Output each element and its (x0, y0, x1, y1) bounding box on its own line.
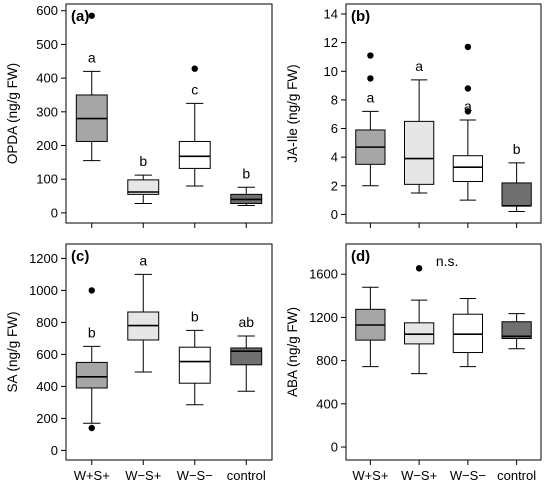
box-W-S- (452, 313, 483, 354)
y-tick-label: 2 (331, 178, 338, 193)
y-axis-label: JA-Ile (ng/g FW) (285, 64, 300, 162)
box-W-S+ (404, 120, 435, 185)
significance-letter: a (139, 252, 147, 268)
box-control (501, 182, 532, 207)
significance-letter: b (513, 141, 521, 157)
significance-letter: a (88, 49, 96, 65)
x-tick-label: control (497, 468, 536, 483)
significance-letter: c (191, 81, 198, 97)
x-tick-label: W−S+ (401, 468, 437, 483)
x-tick-label: W−S− (177, 468, 213, 483)
panel-label: (b) (351, 8, 370, 25)
x-tick-label: W−S− (450, 468, 486, 483)
y-tick-label: 800 (316, 353, 338, 368)
box-control (230, 347, 263, 366)
box-W-S+ (127, 179, 160, 195)
significance-letter: a (366, 89, 374, 105)
outlier-point (415, 265, 423, 272)
y-tick-label: 1200 (29, 251, 58, 266)
y-tick-label: 200 (36, 411, 58, 426)
y-tick-label: 300 (36, 104, 58, 119)
significance-letter: b (88, 324, 96, 340)
panel-label: (c) (71, 248, 89, 265)
x-tick-label: control (227, 468, 266, 483)
y-tick-label: 200 (36, 138, 58, 153)
y-tick-label: 400 (36, 379, 58, 394)
x-tick-label: W+S+ (74, 468, 110, 483)
y-tick-label: 400 (36, 71, 58, 86)
y-tick-label: 0 (331, 207, 338, 222)
y-tick-label: 1600 (309, 267, 338, 282)
outlier-point (464, 43, 472, 51)
y-tick-label: 500 (36, 37, 58, 52)
outlier-point (88, 12, 95, 19)
panel-label: (d) (351, 248, 370, 265)
ns-annotation: n.s. (436, 253, 459, 269)
outlier-point (191, 65, 198, 72)
outlier-point (367, 52, 374, 59)
y-tick-label: 4 (331, 150, 338, 165)
box-W-S- (178, 140, 211, 169)
box-W-S- (452, 155, 483, 182)
y-tick-label: 100 (36, 172, 58, 187)
y-axis-label: SA (ng/g FW) (5, 311, 20, 392)
outlier-point (464, 85, 472, 92)
y-axis-label: ABA (ng/g FW) (285, 307, 300, 397)
outlier-point (88, 424, 95, 432)
panel-frame (345, 3, 542, 224)
y-tick-label: 800 (36, 315, 58, 330)
y-tick-label: 12 (324, 35, 338, 50)
outlier-point (464, 108, 472, 115)
y-tick-label: 0 (331, 440, 338, 455)
box-W-S+ (404, 322, 435, 345)
panel-frame (65, 243, 273, 461)
y-tick-label: 600 (36, 347, 58, 362)
y-tick-label: 8 (331, 92, 338, 107)
box-W-S- (178, 346, 211, 384)
y-tick-label: 10 (324, 64, 338, 79)
box-control (501, 321, 532, 340)
y-tick-label: 1200 (309, 310, 338, 325)
x-tick-label: W+S+ (352, 468, 388, 483)
panel-frame (65, 3, 273, 224)
y-tick-label: 6 (331, 121, 338, 136)
y-tick-label: 1000 (29, 283, 58, 298)
y-tick-label: 14 (324, 7, 338, 22)
significance-letter: b (242, 165, 250, 181)
significance-letter: a (464, 98, 472, 114)
panel-label: (a) (71, 8, 89, 25)
significance-letter: b (139, 153, 147, 169)
significance-letter: b (191, 308, 199, 324)
outlier-point (367, 75, 374, 82)
y-axis-label: OPDA (ng/g FW) (5, 63, 20, 164)
y-tick-label: 0 (51, 205, 58, 220)
significance-letter: a (415, 58, 423, 74)
y-tick-label: 600 (36, 3, 58, 18)
outlier-point (88, 287, 95, 294)
x-tick-label: W−S+ (125, 468, 161, 483)
y-tick-label: 0 (51, 443, 58, 458)
panel-frame (345, 243, 542, 461)
y-tick-label: 400 (316, 396, 338, 411)
box-W+S+ (75, 361, 108, 389)
significance-letter: ab (238, 314, 254, 330)
